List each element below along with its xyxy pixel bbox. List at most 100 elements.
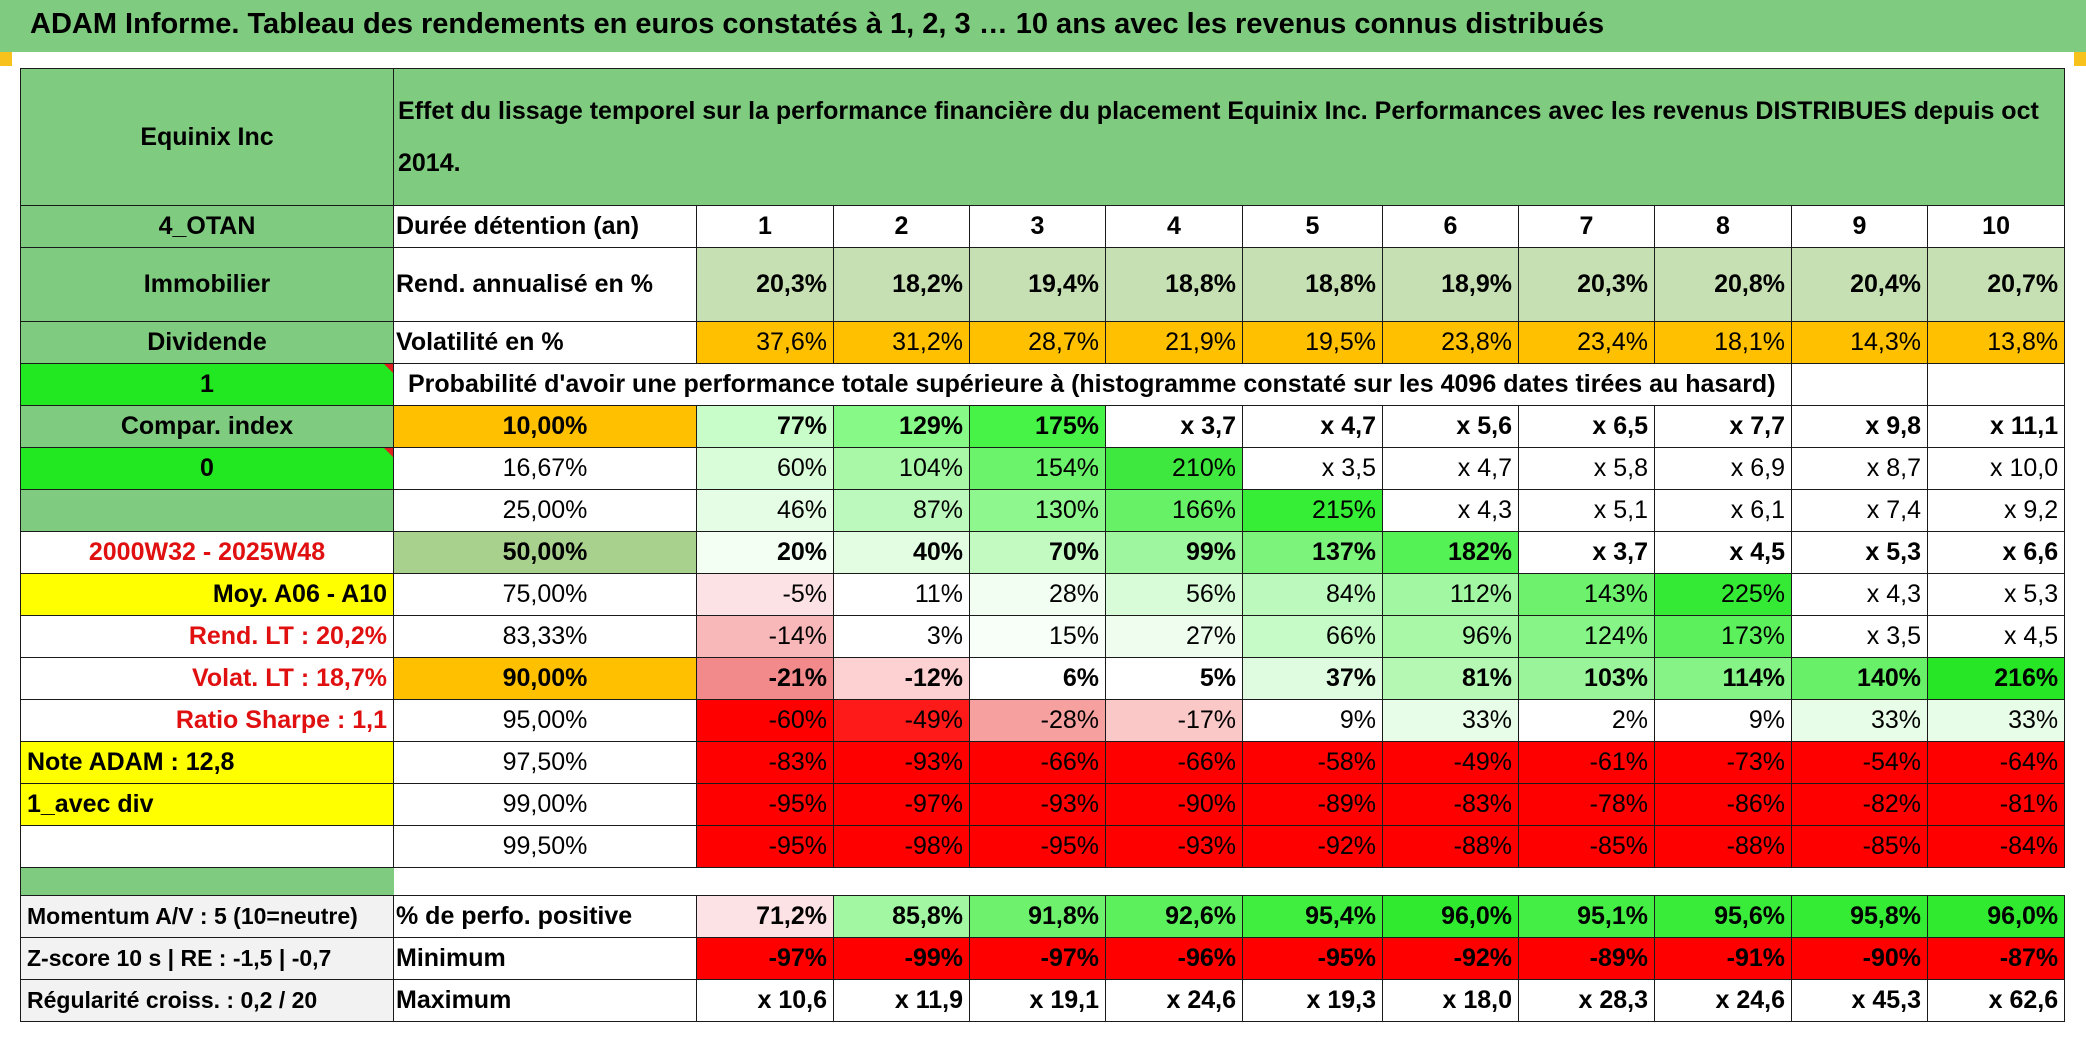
empty-cell [1926,363,2066,406]
sharpe-label: Ratio Sharpe : 1,1 [20,699,394,742]
probability-cell: -21% [696,657,834,700]
min-cell: -89% [1518,937,1655,980]
probability-cell: x 5,6 [1382,405,1519,448]
positive-row: Momentum A/V : 5 (10=neutre) % de perfo.… [20,895,2066,938]
vol-cell: 28,7% [969,321,1106,364]
rend-cell: 20,3% [696,247,834,322]
probability-cell: -17% [1105,699,1243,742]
probability-cell: -92% [1242,825,1383,868]
vol-label: Volatilité en % [393,321,697,364]
percentile-cell: 95,00% [393,699,697,742]
asset-sector: Immobilier [20,247,394,322]
probability-cell: 11% [833,573,970,616]
probability-cell: x 3,5 [1791,615,1928,658]
year-header: 7 [1579,212,1594,240]
max-cell: x 28,3 [1518,979,1655,1022]
probability-cell: x 4,7 [1382,447,1519,490]
performance-table: Equinix Inc Effet du lissage temporel su… [20,68,2066,1022]
positive-cell: 95,1% [1518,895,1655,938]
probability-cell: 154% [969,447,1106,490]
probability-cell: 173% [1654,615,1792,658]
min-cell: -97% [969,937,1106,980]
probability-cell: -81% [1926,783,2066,826]
performance-grid: Equinix Inc Effet du lissage temporel su… [20,68,2066,1028]
percentile-cell: 99,50% [393,825,697,868]
positive-cell: 95,6% [1654,895,1792,938]
corner-marker [2074,52,2086,66]
probability-cell: 2% [1518,699,1655,742]
flag-zero-cell[interactable]: 0 [20,447,394,490]
positive-cell: 96,0% [1926,895,2066,938]
positive-cell: 96,0% [1382,895,1519,938]
probability-cell: 9% [1654,699,1792,742]
regularite-label: Régularité croiss. : 0,2 / 20 [20,979,394,1022]
min-cell: -99% [833,937,970,980]
probability-cell: x 4,5 [1926,615,2066,658]
probability-cell: 27% [1105,615,1243,658]
probability-cell: x 4,7 [1242,405,1383,448]
probability-cell: x 4,3 [1791,573,1928,616]
empty-cell [20,825,394,868]
note-adam-label: Note ADAM : 12,8 [20,741,394,784]
probability-cell: 5% [1105,657,1243,700]
probability-cell: 225% [1654,573,1792,616]
moy-label: Moy. A06 - A10 [20,573,394,616]
positive-cell: 95,4% [1242,895,1383,938]
positive-label: % de perfo. positive [393,895,697,938]
probability-cell: 46% [696,489,834,532]
probability-cell: x 3,5 [1242,447,1383,490]
positive-cell: 95,8% [1791,895,1928,938]
percentile-cell: 16,67% [393,447,697,490]
empty-green-cell [20,489,394,532]
probability-cell: -82% [1791,783,1928,826]
momentum-label: Momentum A/V : 5 (10=neutre) [20,895,394,938]
probability-cell: -85% [1518,825,1655,868]
rend-cell: 20,3% [1518,247,1655,322]
probability-title: Probabilité d'avoir une performance tota… [393,363,1792,406]
probability-cell: x 4,5 [1654,531,1792,574]
probability-cell: 129% [833,405,970,448]
percentile-cell: 83,33% [393,615,697,658]
probability-cell: x 5,3 [1791,531,1928,574]
percentile-cell: 99,00% [393,783,697,826]
volat-lt-label: Volat. LT : 18,7% [20,657,394,700]
vol-cell: 31,2% [833,321,970,364]
positive-cell: 85,8% [833,895,970,938]
probability-cell: 33% [1926,699,2066,742]
flag-one-cell[interactable]: 1 [20,363,394,406]
max-cell: x 19,3 [1242,979,1383,1022]
positive-cell: 92,6% [1105,895,1243,938]
probability-cell: -58% [1242,741,1383,784]
probability-cell: -78% [1518,783,1655,826]
percentile-cell: 90,00% [393,657,697,700]
vol-cell: 21,9% [1105,321,1243,364]
probability-cell: 9% [1242,699,1383,742]
year-header: 9 [1852,212,1867,240]
probability-cell: -60% [696,699,834,742]
max-cell: x 11,9 [833,979,970,1022]
probability-cell: -88% [1382,825,1519,868]
max-cell: x 62,6 [1926,979,2066,1022]
positive-cell: 71,2% [696,895,834,938]
probability-cell: -12% [833,657,970,700]
rend-cell: 20,7% [1926,247,2066,322]
compar-index-label: Compar. index [20,405,394,448]
probability-cell: 15% [969,615,1106,658]
probability-cell: 215% [1242,489,1383,532]
min-cell: -95% [1242,937,1383,980]
min-cell: -97% [696,937,834,980]
probability-cell: -93% [833,741,970,784]
probability-cell: 104% [833,447,970,490]
max-cell: x 24,6 [1105,979,1243,1022]
max-cell: x 10,6 [696,979,834,1022]
separator-green-cell [20,867,394,896]
title-bar: ADAM Informe. Tableau des rendements en … [0,0,2086,52]
probability-cell: -86% [1654,783,1792,826]
probability-cell: x 4,3 [1382,489,1519,532]
probability-cell: x 6,9 [1654,447,1792,490]
probability-cell: x 9,2 [1926,489,2066,532]
probability-cell: x 5,3 [1926,573,2066,616]
min-cell: -96% [1105,937,1243,980]
year-header: 2 [894,212,909,240]
asset-name: Equinix Inc [20,68,394,206]
